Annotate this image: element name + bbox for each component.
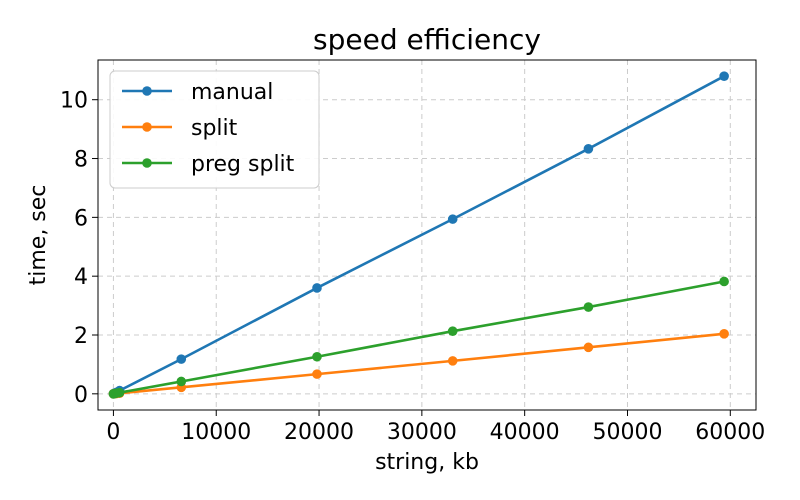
legend-box <box>109 70 320 189</box>
y-tick-label: 8 <box>74 148 88 173</box>
x-tick-label: 0 <box>106 420 120 445</box>
legend-marker-split <box>142 122 152 132</box>
data-point-split <box>583 342 594 353</box>
x-tick-label: 50000 <box>592 420 662 445</box>
y-tick-label: 6 <box>74 206 88 231</box>
legend-label-preg-split: preg split <box>191 152 295 177</box>
y-tick-label: 2 <box>74 324 88 349</box>
legend-marker-preg-split <box>142 158 152 168</box>
plot-frame <box>97 59 757 411</box>
legend-marker-manual <box>142 86 152 96</box>
y-tick-label: 4 <box>74 265 88 290</box>
series-line-preg-split <box>113 280 725 396</box>
data-point-split <box>312 369 322 379</box>
legend-label-manual: manual <box>191 80 273 105</box>
x-tick-label: 60000 <box>695 420 765 445</box>
data-point-split <box>447 356 458 366</box>
data-point-preg-split <box>583 302 594 312</box>
chart-title: speed efficiency <box>313 23 541 56</box>
x-tick-label: 10000 <box>181 420 251 445</box>
y-axis-label: time, sec <box>26 185 51 286</box>
x-tick-label: 20000 <box>284 420 354 445</box>
data-point-split <box>719 329 729 339</box>
series-layer <box>108 71 729 399</box>
y-tick-label: 0 <box>74 383 88 408</box>
x-axis-label: string, kb <box>375 450 479 475</box>
data-point-preg-split <box>312 351 322 362</box>
tick-layer: 0 10000 20000 30000 40000 50000 60000 0 2 4 6 8 10 <box>60 89 765 445</box>
data-point-manual <box>447 214 458 224</box>
series-line-split <box>113 332 725 396</box>
data-point-preg-split <box>176 376 187 387</box>
data-point-manual <box>312 283 322 293</box>
y-tick-label: 10 <box>60 89 88 114</box>
x-tick-label: 40000 <box>490 420 560 445</box>
data-point-manual <box>176 354 187 364</box>
data-point-preg-split <box>114 387 125 398</box>
data-point-preg-split <box>447 326 458 336</box>
legend-label-split: split <box>191 116 238 141</box>
x-tick-label: 30000 <box>387 420 457 445</box>
legend: manual split preg split <box>109 70 320 189</box>
data-point-preg-split <box>719 276 729 287</box>
data-point-manual <box>719 71 729 81</box>
data-point-manual <box>583 144 594 154</box>
